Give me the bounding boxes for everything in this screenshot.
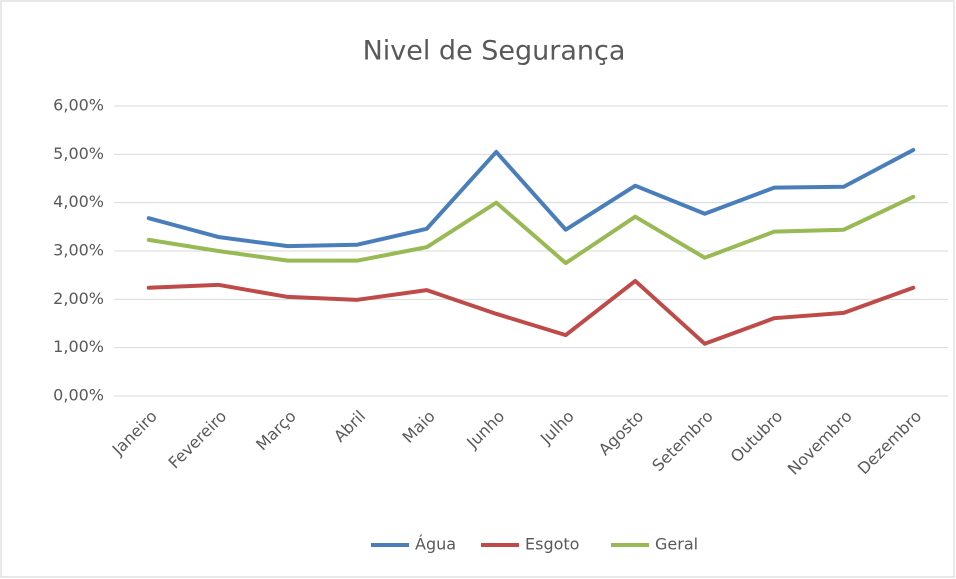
series-line bbox=[146, 194, 916, 266]
legend-label: Água bbox=[415, 535, 456, 554]
series-line bbox=[146, 147, 916, 249]
chart-title: Nivel de Segurança bbox=[363, 36, 626, 67]
y-tick-label: 0,00% bbox=[53, 386, 104, 405]
y-tick-label: 2,00% bbox=[53, 289, 104, 308]
y-tick-label: 6,00% bbox=[53, 96, 104, 115]
legend-label: Geral bbox=[655, 535, 698, 554]
y-tick-label: 3,00% bbox=[53, 241, 104, 260]
series-line bbox=[146, 278, 916, 346]
y-tick-label: 4,00% bbox=[53, 192, 104, 211]
legend-label: Esgoto bbox=[525, 535, 579, 554]
y-tick-label: 1,00% bbox=[53, 337, 104, 356]
y-tick-label: 5,00% bbox=[53, 144, 104, 163]
